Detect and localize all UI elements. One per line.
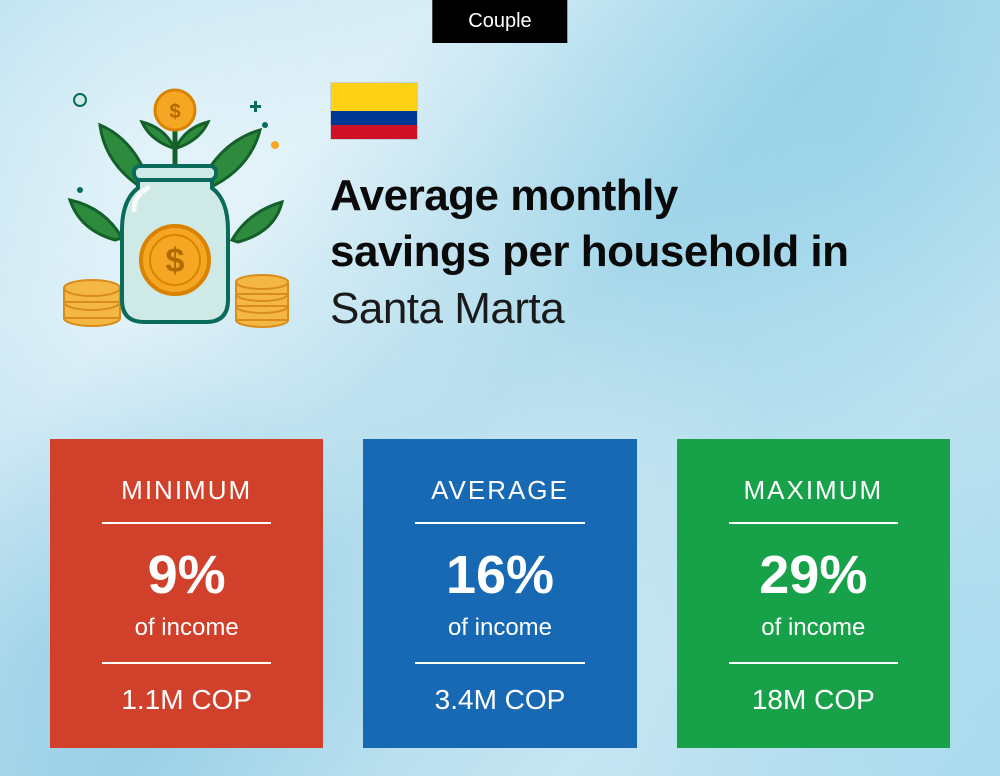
stat-amount: 18M COP (705, 684, 922, 716)
stat-card-average: AVERAGE 16% of income 3.4M COP (363, 439, 636, 748)
title-city: Santa Marta (330, 284, 564, 333)
stat-label: MAXIMUM (705, 475, 922, 506)
divider (102, 522, 272, 524)
title-line-1: Average monthly (330, 171, 678, 220)
stat-card-minimum: MINIMUM 9% of income 1.1M COP (50, 439, 323, 748)
divider (729, 522, 899, 524)
stat-sublabel: of income (705, 614, 922, 642)
divider (729, 662, 899, 664)
stat-sublabel: of income (78, 614, 295, 642)
household-type-badge: Couple (432, 0, 567, 43)
stat-percent: 29% (705, 544, 922, 606)
svg-text:$: $ (169, 101, 180, 123)
stat-card-maximum: MAXIMUM 29% of income 18M COP (677, 439, 950, 748)
stat-amount: 3.4M COP (391, 684, 608, 716)
stat-cards-row: MINIMUM 9% of income 1.1M COP AVERAGE 16… (50, 439, 950, 748)
divider (415, 662, 585, 664)
header-block: $ (50, 70, 960, 337)
divider (415, 522, 585, 524)
svg-text:$: $ (166, 242, 185, 280)
flag-stripe-yellow (331, 83, 417, 111)
stat-percent: 9% (78, 544, 295, 606)
title-line-2: savings per household in (330, 227, 849, 276)
flag-stripe-blue (331, 111, 417, 125)
title-block: Average monthly savings per household in… (330, 70, 960, 337)
colombia-flag-icon (330, 82, 418, 140)
page-title: Average monthly savings per household in… (330, 168, 960, 337)
stat-amount: 1.1M COP (78, 684, 295, 716)
savings-jar-illustration: $ (50, 70, 300, 330)
stat-percent: 16% (391, 544, 608, 606)
stat-label: MINIMUM (78, 475, 295, 506)
stat-sublabel: of income (391, 614, 608, 642)
stat-label: AVERAGE (391, 475, 608, 506)
divider (102, 662, 272, 664)
flag-stripe-red (331, 125, 417, 139)
